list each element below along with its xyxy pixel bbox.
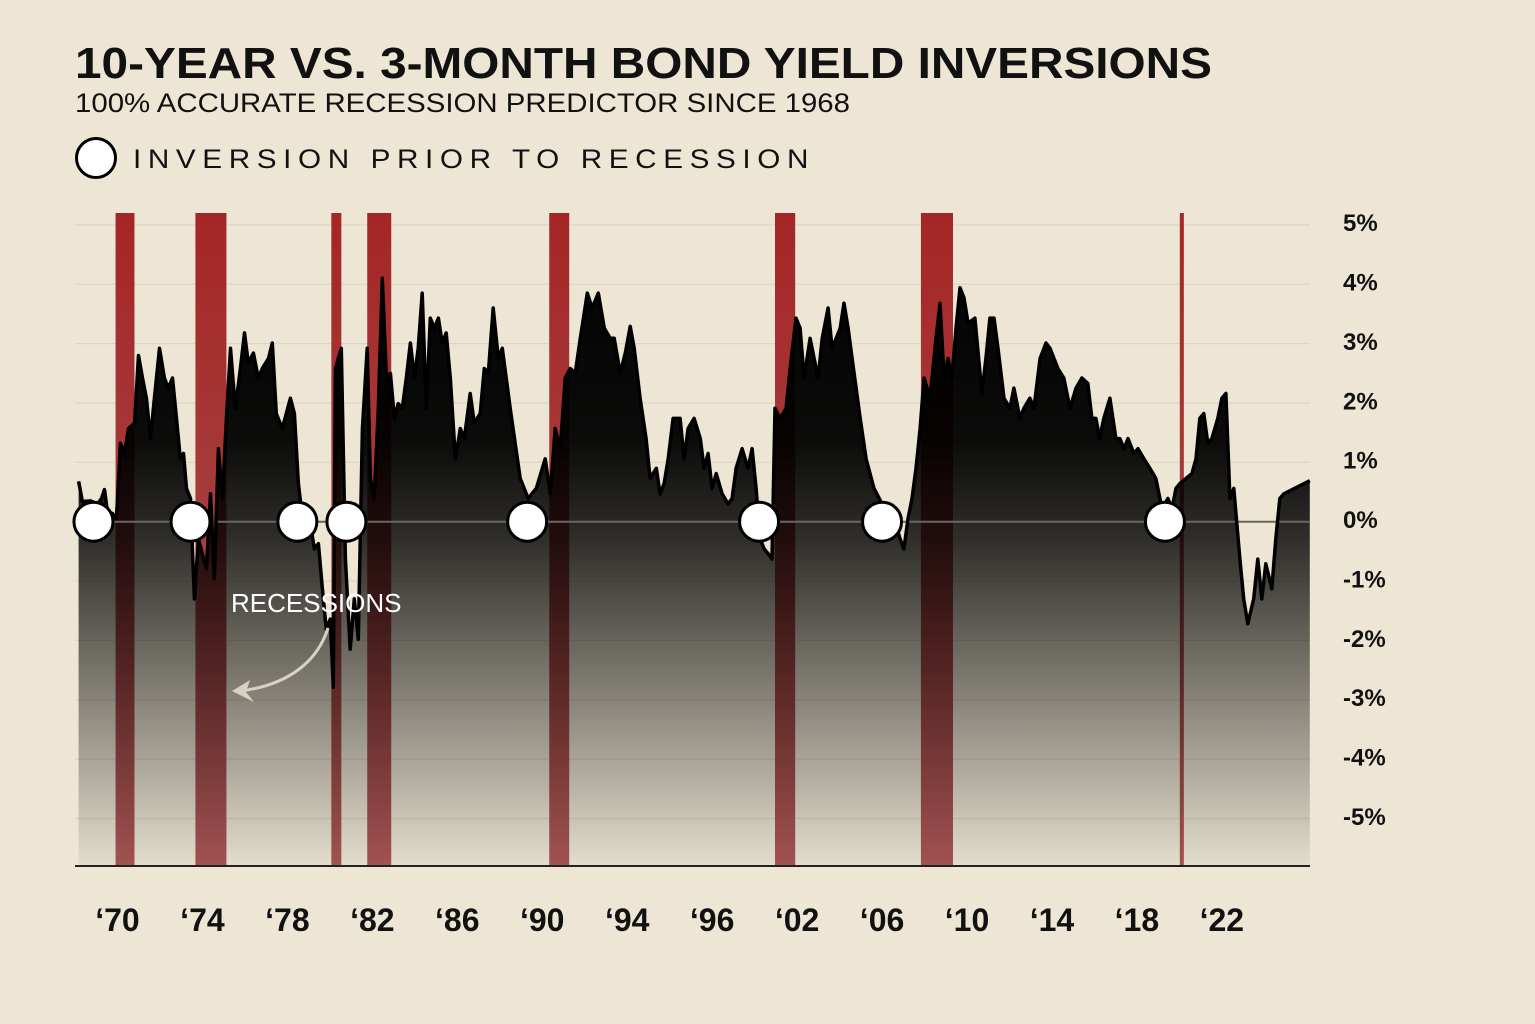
y-tick-label: 3% [1343, 329, 1378, 356]
annotation: RECESSIONS [231, 588, 402, 618]
inversion-marker [506, 500, 549, 543]
x-tick-label: ‘06 [860, 902, 904, 938]
x-tick-label: ‘22 [1200, 902, 1244, 938]
y-tick-label: -2% [1343, 626, 1386, 653]
inversion-marker [169, 500, 212, 543]
legend-marker [75, 137, 117, 179]
x-tick-label: ‘70 [95, 902, 139, 938]
axes: 5% 4% 3% 2% 1% 0% -1% -2% -3% -4% -5% ‘70 ‘74 ‘78 ‘82 ‘… [75, 210, 1386, 938]
y-tick-label: 1% [1343, 448, 1378, 475]
x-tick-label: ‘74 [180, 902, 225, 938]
x-tick-label: ‘78 [265, 902, 309, 938]
y-tick-label: -5% [1343, 804, 1386, 831]
chart-subtitle: 100% ACCURATE RECESSION PREDICTOR SINCE … [75, 88, 850, 118]
x-tick-label: ‘14 [1030, 902, 1075, 938]
chart-title: 10-YEAR VS. 3-MONTH BOND YIELD INVERSION… [75, 39, 1212, 88]
inversion-marker [325, 500, 368, 543]
annotation-arrow [239, 627, 330, 693]
y-tick-label: -1% [1343, 566, 1386, 593]
x-tick-label: ‘10 [945, 902, 989, 938]
x-tick-label: ‘02 [775, 902, 819, 938]
inversion-marker [276, 500, 319, 543]
x-tick-label: ‘18 [1115, 902, 1159, 938]
x-tick-label: ‘94 [605, 902, 650, 938]
x-tick-label: ‘90 [520, 902, 564, 938]
x-tick-label: ‘96 [690, 902, 734, 938]
y-tick-label: -3% [1343, 685, 1386, 712]
y-tick-label: 5% [1343, 210, 1378, 237]
plot [72, 276, 1311, 866]
area [78, 278, 1310, 866]
y-tick-label: 0% [1343, 507, 1378, 534]
inversion-marker [861, 500, 904, 543]
legend-label: INVERSION PRIOR TO RECESSION [133, 144, 815, 174]
inversion-marker [1143, 500, 1186, 543]
inversion-marker [72, 500, 115, 543]
y-tick-label: 4% [1343, 270, 1378, 297]
inversion-marker [738, 500, 781, 543]
x-tick-label: ‘86 [435, 902, 479, 938]
y-tick-label: 2% [1343, 388, 1378, 415]
line [76, 276, 1311, 690]
x-tick-label: ‘82 [350, 902, 394, 938]
y-tick-label: -4% [1343, 744, 1386, 771]
annotation-arrowhead [232, 680, 254, 702]
